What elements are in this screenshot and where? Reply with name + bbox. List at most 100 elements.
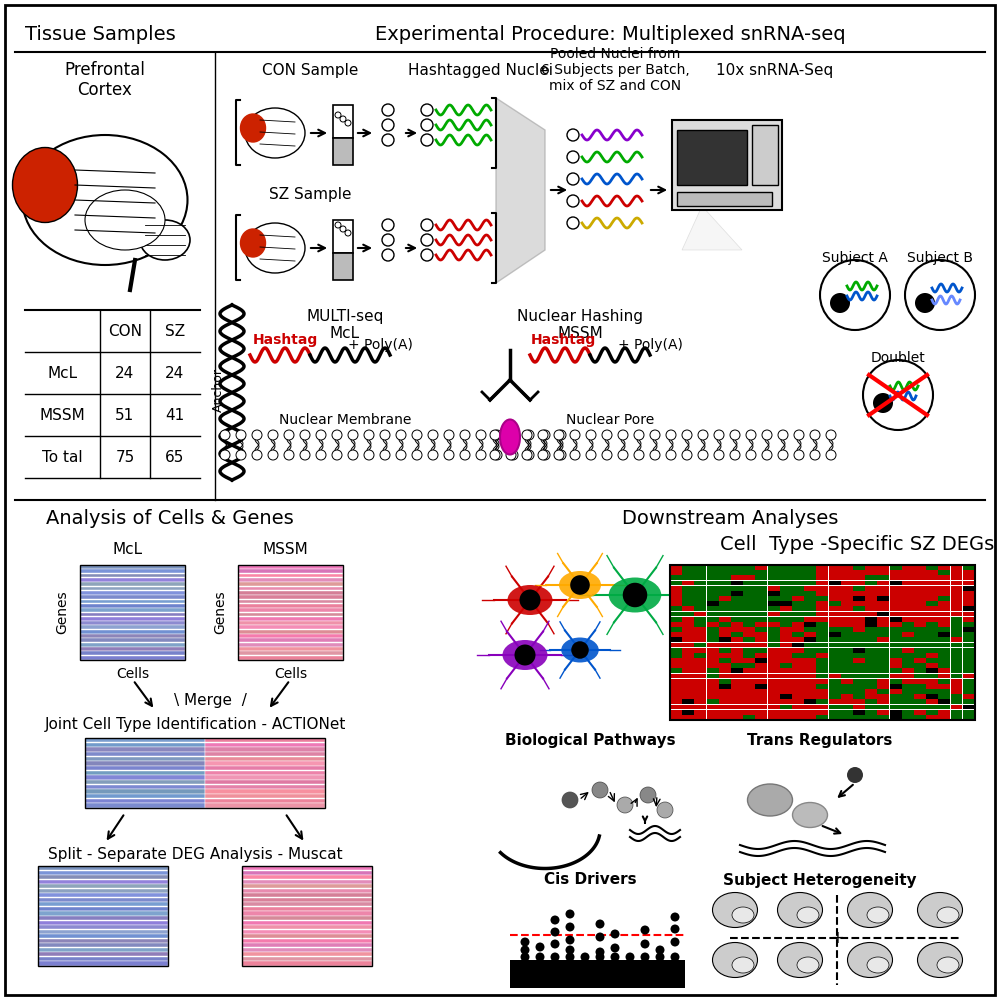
Bar: [853, 570, 865, 575]
Bar: [902, 653, 914, 658]
Bar: [80, 647, 185, 651]
Bar: [816, 699, 828, 704]
Bar: [853, 689, 865, 694]
Bar: [841, 704, 853, 709]
Bar: [963, 658, 975, 663]
Circle shape: [345, 230, 351, 236]
Bar: [768, 689, 780, 694]
Bar: [853, 643, 865, 647]
Ellipse shape: [732, 957, 754, 973]
Bar: [743, 565, 755, 570]
Ellipse shape: [867, 907, 889, 923]
Bar: [841, 570, 853, 575]
Bar: [963, 653, 975, 658]
Bar: [768, 710, 780, 715]
Bar: [205, 757, 324, 761]
Bar: [902, 684, 914, 689]
Bar: [38, 907, 168, 911]
Bar: [914, 601, 926, 606]
Bar: [242, 889, 372, 893]
Circle shape: [554, 450, 564, 460]
Bar: [804, 694, 816, 699]
Bar: [804, 601, 816, 606]
Bar: [951, 668, 962, 673]
Circle shape: [550, 940, 560, 948]
Bar: [829, 601, 840, 606]
Bar: [682, 627, 694, 632]
Bar: [841, 674, 853, 678]
Bar: [816, 586, 828, 591]
Text: Pooled Nuclei from
6 Subjects per Batch,
mix of SZ and CON: Pooled Nuclei from 6 Subjects per Batch,…: [541, 47, 689, 93]
Bar: [780, 591, 792, 596]
Text: Doublet: Doublet: [871, 351, 925, 365]
Bar: [841, 715, 853, 720]
Bar: [829, 674, 840, 678]
Bar: [694, 674, 706, 678]
Bar: [865, 689, 877, 694]
Bar: [719, 668, 731, 673]
Bar: [951, 643, 962, 647]
Bar: [902, 679, 914, 684]
Bar: [38, 911, 168, 916]
Circle shape: [714, 430, 724, 440]
Bar: [829, 689, 840, 694]
Bar: [743, 648, 755, 653]
Bar: [914, 596, 926, 601]
Bar: [768, 699, 780, 704]
Circle shape: [826, 430, 836, 440]
Bar: [829, 637, 840, 642]
Bar: [938, 663, 950, 668]
Circle shape: [556, 430, 566, 440]
Bar: [816, 679, 828, 684]
Bar: [80, 608, 185, 612]
Bar: [951, 699, 962, 704]
Bar: [768, 622, 780, 627]
Bar: [792, 668, 804, 673]
Bar: [963, 704, 975, 709]
Bar: [768, 643, 780, 647]
Text: Hashtag: Hashtag: [530, 333, 596, 347]
Bar: [238, 604, 343, 608]
Bar: [816, 689, 828, 694]
Bar: [804, 570, 816, 575]
Bar: [963, 689, 975, 694]
Bar: [963, 617, 975, 622]
Circle shape: [520, 589, 540, 610]
Bar: [780, 699, 792, 704]
Bar: [877, 689, 889, 694]
Ellipse shape: [561, 638, 599, 662]
Bar: [938, 565, 950, 570]
Bar: [914, 648, 926, 653]
Bar: [938, 679, 950, 684]
Bar: [816, 663, 828, 668]
Bar: [792, 699, 804, 704]
Bar: [755, 648, 767, 653]
Text: Tissue Samples: Tissue Samples: [25, 25, 175, 44]
Bar: [682, 565, 694, 570]
Bar: [743, 575, 755, 580]
Bar: [938, 715, 950, 720]
Bar: [865, 637, 877, 642]
Bar: [938, 643, 950, 647]
Bar: [670, 689, 682, 694]
Bar: [841, 684, 853, 689]
Bar: [333, 138, 353, 165]
Bar: [238, 643, 343, 647]
Bar: [816, 565, 828, 570]
Circle shape: [460, 450, 470, 460]
Bar: [890, 704, 902, 709]
Text: 41: 41: [165, 408, 185, 422]
Ellipse shape: [22, 135, 188, 265]
Bar: [768, 570, 780, 575]
Bar: [877, 648, 889, 653]
Circle shape: [382, 119, 394, 131]
Text: Subject Heterogeneity: Subject Heterogeneity: [723, 872, 917, 888]
Circle shape: [284, 430, 294, 440]
Bar: [755, 591, 767, 596]
Bar: [902, 710, 914, 715]
Bar: [816, 668, 828, 673]
Circle shape: [514, 645, 536, 666]
Bar: [951, 601, 962, 606]
Bar: [829, 591, 840, 596]
Bar: [80, 595, 185, 599]
